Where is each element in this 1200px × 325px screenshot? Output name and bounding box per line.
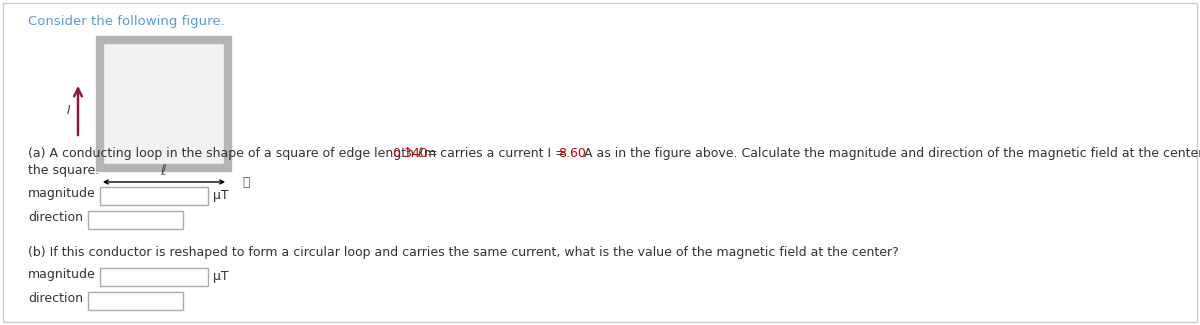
Text: μT: μT <box>214 270 229 283</box>
Text: ---Select---: ---Select--- <box>94 295 151 305</box>
Text: 0.340: 0.340 <box>392 147 428 160</box>
Bar <box>100 187 208 205</box>
Bar <box>100 268 208 286</box>
Bar <box>88 292 182 310</box>
Text: Consider the following figure.: Consider the following figure. <box>28 15 224 28</box>
Text: μT: μT <box>214 189 229 202</box>
Text: ⓘ: ⓘ <box>242 176 250 188</box>
Text: m carries a current I =: m carries a current I = <box>420 147 570 160</box>
Text: ⌄: ⌄ <box>172 213 180 223</box>
Text: $\ell$: $\ell$ <box>161 163 168 178</box>
Text: 8.60: 8.60 <box>558 147 586 160</box>
Text: magnitude: magnitude <box>28 268 96 281</box>
Text: (b) If this conductor is reshaped to form a circular loop and carries the same c: (b) If this conductor is reshaped to for… <box>28 246 899 259</box>
Text: the square.: the square. <box>28 164 100 177</box>
Text: I: I <box>66 104 70 117</box>
Text: A as in the figure above. Calculate the magnitude and direction of the magnetic : A as in the figure above. Calculate the … <box>580 147 1200 160</box>
Text: (a) A conducting loop in the shape of a square of edge length ℓ =: (a) A conducting loop in the shape of a … <box>28 147 442 160</box>
Bar <box>88 211 182 229</box>
Text: direction: direction <box>28 211 83 224</box>
Text: ---Select---: ---Select--- <box>94 214 151 224</box>
Text: magnitude: magnitude <box>28 187 96 200</box>
Bar <box>100 40 228 168</box>
Text: direction: direction <box>28 292 83 305</box>
Text: ⌄: ⌄ <box>172 294 180 304</box>
